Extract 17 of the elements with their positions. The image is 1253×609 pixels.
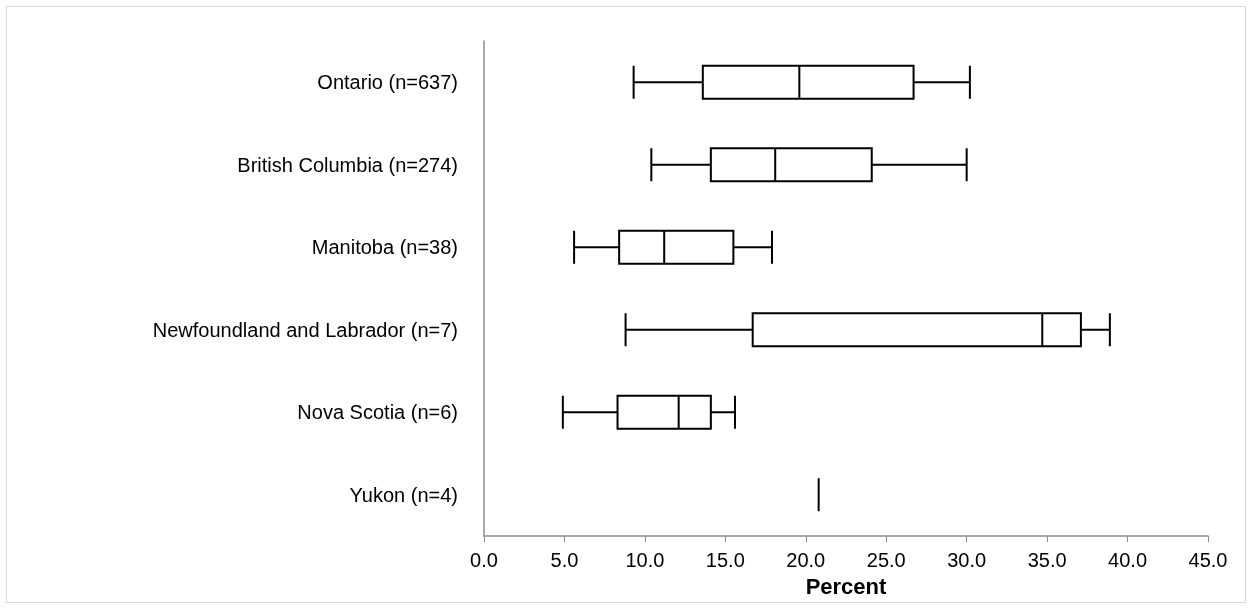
x-tick-label: 15.0 — [705, 549, 745, 572]
x-tick-label: 10.0 — [625, 549, 665, 572]
x-tick-label: 25.0 — [866, 549, 906, 572]
x-tick-label: 30.0 — [947, 549, 987, 572]
x-tick-label: 5.0 — [550, 549, 579, 572]
x-tick-label: 20.0 — [786, 549, 826, 572]
y-tick-label: Ontario (n=637) — [317, 71, 458, 94]
x-tick-label: 0.0 — [470, 549, 498, 572]
x-tick-label: 35.0 — [1027, 549, 1067, 572]
x-axis-title: Percent — [805, 573, 888, 599]
y-tick-label: British Columbia (n=274) — [237, 153, 458, 176]
y-tick-label: Manitoba (n=38) — [311, 236, 458, 259]
y-tick-label: Yukon (n=4) — [349, 483, 458, 506]
y-tick-label: Newfoundland and Labrador (n=7) — [152, 318, 458, 341]
y-tick-label: Nova Scotia (n=6) — [297, 401, 458, 424]
x-tick-label: 45.0 — [1188, 549, 1228, 572]
x-tick-label: 40.0 — [1108, 549, 1148, 572]
